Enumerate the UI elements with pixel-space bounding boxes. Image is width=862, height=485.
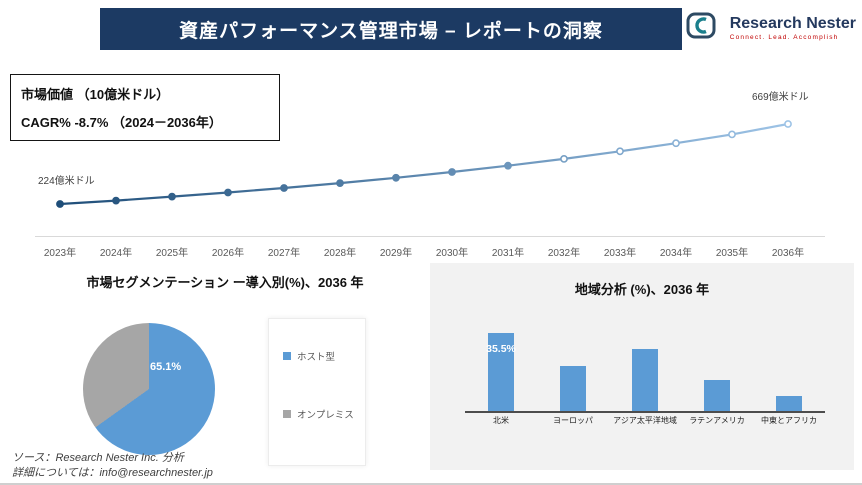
line-marker: [504, 161, 512, 170]
cagr-label: CAGR% -8.7% （2024－2036年）: [21, 115, 222, 130]
x-axis-label: 2035年: [715, 248, 749, 259]
details-note: 詳細については：info@researchnester.jp: [12, 467, 213, 479]
pie-legend: ホスト型オンプレミス: [268, 318, 366, 466]
legend-label: オンプレミス: [297, 410, 354, 421]
logo-text: Research Nester: [729, 14, 856, 32]
bar-category-label: ヨーロッパ: [553, 416, 593, 425]
line-start-value-label: 224億米ドル: [38, 176, 95, 187]
legend-swatch: [283, 410, 291, 418]
legend-item: ホスト型: [283, 349, 365, 363]
bar-category-label: ラテンアメリカ: [689, 416, 745, 425]
line-marker: [672, 139, 680, 148]
line-marker: [784, 120, 792, 128]
segmentation-pie-chart: [83, 323, 215, 455]
legend-swatch: [283, 352, 291, 360]
x-axis-label: 2033年: [603, 248, 637, 259]
line-marker: [168, 192, 176, 201]
legend-item: オンプレミス: [283, 407, 365, 421]
x-axis-label: 2026年: [211, 248, 245, 259]
line-marker: [560, 155, 568, 163]
line-marker: [56, 200, 64, 208]
line-marker: [280, 184, 288, 192]
x-axis-label: 2025年: [155, 248, 189, 259]
x-axis-label: 2029年: [379, 248, 413, 259]
source-note: ソース：Research Nester Inc. 分析: [12, 452, 184, 464]
pie-data-label: 65.1%: [150, 361, 182, 373]
x-axis-label: 2024年: [99, 248, 133, 259]
region-bar: [632, 349, 658, 411]
bar-category-label: アジア太平洋地域: [613, 416, 677, 425]
region-bar: [560, 366, 586, 411]
line-marker: [448, 168, 456, 176]
line-marker: [112, 196, 120, 205]
x-axis-label: 2032年: [547, 248, 581, 259]
region-bar: [776, 396, 802, 411]
line-marker: [224, 188, 232, 197]
x-axis-label: 2031年: [491, 248, 525, 259]
footer-note: ソース：Research Nester Inc. 分析 詳細については：info…: [12, 451, 213, 481]
bar-category-label: 北米: [493, 416, 509, 425]
segmentation-title: 市場セグメンテーション ー導入別(%)、2036 年: [86, 275, 364, 290]
bar-data-label: 35.5%: [486, 343, 516, 355]
logo-tagline: Connect. Lead. Accomplish: [729, 34, 839, 42]
research-nester-logo: Research Nester Connect. Lead. Accomplis…: [686, 12, 856, 44]
line-chart-x-axis: 2023年 2024年 2025年 2026年 2027年 2028年 2029年 2030年…: [35, 236, 825, 259]
line-marker: [336, 179, 344, 187]
page-title: 資産パフォーマンス管理市場 – レポートの洞察: [100, 8, 682, 50]
x-axis-label: 2027年: [267, 248, 301, 259]
bar-category-label: 中東とアフリカ: [761, 416, 817, 425]
x-axis-label: 2023年: [43, 248, 77, 259]
region-analysis-panel: 地域分析 (%)、2036 年 35.5% 北米 ヨーロッパ アジア太平洋地域 ラテン…: [430, 263, 854, 470]
market-line-chart: [56, 120, 792, 208]
x-axis-label: 2028年: [323, 248, 357, 259]
region-bar: [704, 380, 730, 411]
region-bar: 35.5%: [486, 333, 516, 411]
region-bar-categories: 北米 ヨーロッパ アジア太平洋地域 ラテンアメリカ 中東とアフリカ: [465, 415, 825, 426]
line-marker: [616, 147, 624, 156]
x-axis-label: 2034年: [659, 248, 693, 259]
line-marker: [728, 130, 736, 139]
region-bar-chart: 35.5%: [465, 323, 825, 413]
bottom-divider: [0, 483, 862, 485]
market-info-box: 市場価値 （10億米ドル） CAGR% -8.7% （2024－2036年）: [10, 74, 280, 141]
market-value-label: 市場価値 （10億米ドル）: [21, 87, 170, 102]
x-axis-label: 2030年: [435, 248, 469, 259]
line-marker: [392, 173, 400, 182]
logo-icon: [686, 12, 724, 44]
legend-label: ホスト型: [297, 352, 336, 363]
line-end-value-label: 669億米ドル: [752, 92, 809, 103]
x-axis-label: 2036年: [771, 248, 805, 259]
region-analysis-title: 地域分析 (%)、2036 年: [574, 282, 710, 297]
